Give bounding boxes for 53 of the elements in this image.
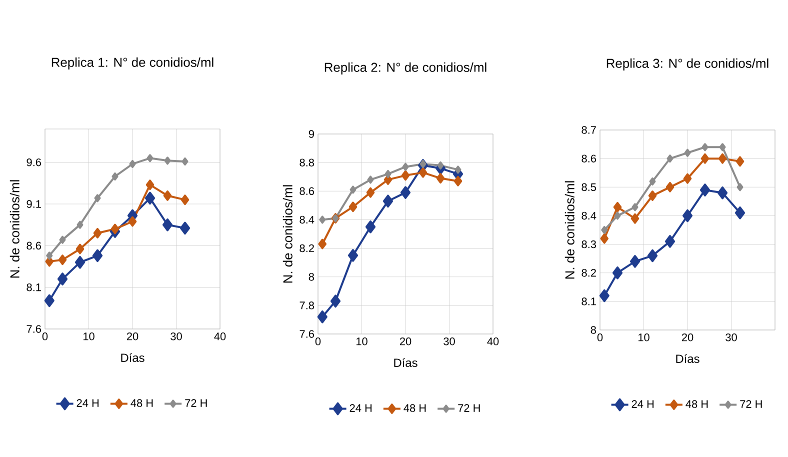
x-tick-label: 10 (83, 332, 94, 340)
x-tick-label: 20 (126, 332, 138, 340)
y-axis-title: N. de conidios/ml (564, 181, 574, 279)
x-tick-label: 30 (726, 334, 737, 342)
legend-label: 24 H (350, 404, 372, 412)
y-axis-title: N. de conidios/ml (10, 180, 20, 278)
legend-label: 48 H (404, 404, 426, 412)
y-tick-label: 7.8 (300, 302, 314, 310)
x-tick-label: 0 (315, 338, 321, 346)
legend-label: 72 H (458, 404, 480, 412)
legend-label: 24 H (632, 400, 654, 408)
y-tick-label: 8.6 (582, 154, 596, 162)
chart-title: Replica 1: N° de conidios/ml (52, 57, 214, 70)
x-tick-label: 0 (597, 334, 603, 342)
y-tick-label: 8.2 (582, 268, 596, 277)
y-tick-label: 8.6 (300, 187, 314, 196)
y-tick-label: 8 (590, 326, 596, 334)
x-tick-label: 20 (682, 334, 694, 342)
legend-label: 24 H (76, 399, 99, 407)
legend-label: 48 H (130, 399, 153, 407)
x-tick-label: 10 (638, 334, 650, 342)
x-tick-label: 40 (487, 338, 499, 346)
x-axis-title: Días (121, 353, 144, 362)
legend-label: 48 H (686, 400, 708, 408)
x-tick-label: 10 (356, 338, 368, 346)
y-tick-label: 8.8 (300, 158, 314, 166)
y-axis-title: N. de conidios/ml (282, 185, 292, 283)
y-tick-label: 8.5 (582, 183, 596, 192)
y-tick-label: 7.6 (300, 330, 314, 338)
x-tick-label: 20 (400, 338, 412, 346)
y-tick-label: 9.6 (26, 158, 42, 166)
y-tick-label: 8.2 (300, 244, 314, 252)
y-tick-label: 8.3 (582, 240, 596, 248)
y-tick-label: 8.1 (26, 283, 41, 292)
y-tick-label: 8.4 (300, 216, 314, 224)
x-axis-title: Días (676, 354, 700, 364)
y-tick-label: 8.1 (582, 298, 596, 306)
chart-title: Replica 3: N° de conidios/ml (606, 58, 768, 70)
legend-label: 72 H (740, 400, 762, 408)
y-tick-label: 9 (308, 130, 314, 138)
y-tick-label: 8 (308, 272, 314, 281)
legend-label: 72 H (185, 399, 207, 407)
x-tick-label: 30 (170, 332, 182, 340)
x-tick-label: 30 (444, 338, 455, 346)
x-tick-label: 40 (214, 332, 226, 340)
x-axis-title: Días (394, 358, 418, 368)
y-tick-label: 9.1 (26, 200, 41, 208)
x-tick-label: 0 (42, 332, 48, 340)
y-tick-label: 7.6 (26, 325, 42, 333)
y-tick-label: 8.6 (26, 242, 42, 250)
y-tick-label: 8.4 (582, 212, 596, 220)
y-tick-label: 8.7 (582, 126, 596, 134)
chart-title: Replica 2: N° de conidios/ml (324, 62, 486, 74)
